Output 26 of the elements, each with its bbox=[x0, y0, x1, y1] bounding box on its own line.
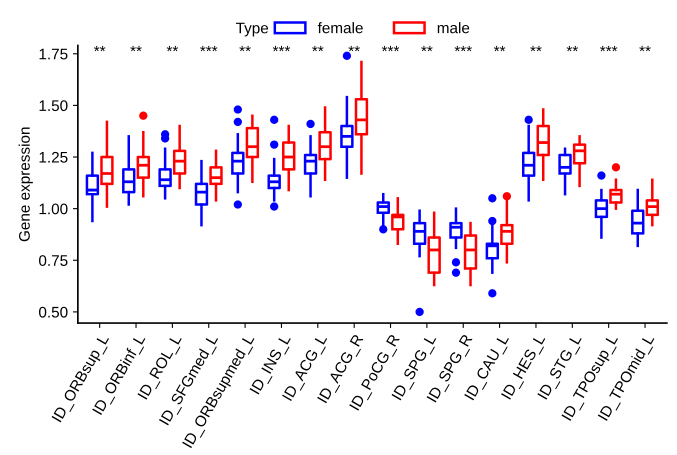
annotation: ** bbox=[94, 46, 106, 52]
annotation: ** bbox=[530, 46, 542, 52]
y-tick-label: 0.75 bbox=[39, 255, 68, 266]
legend-title: Type bbox=[236, 22, 268, 36]
annotation: ** bbox=[166, 46, 178, 52]
annotation: *** bbox=[272, 46, 290, 52]
legend-label: male bbox=[438, 22, 470, 34]
annotation: *** bbox=[382, 46, 400, 52]
annotation: *** bbox=[600, 46, 618, 52]
y-tick-label: 1.75 bbox=[40, 48, 68, 60]
annotation: *** bbox=[200, 46, 218, 52]
y-tick-label: 1.00 bbox=[40, 204, 68, 214]
y-axis-title: Gene expression bbox=[18, 128, 33, 242]
y-tick-label: 0.50 bbox=[39, 306, 68, 318]
y-tick-label: 1.50 bbox=[40, 100, 68, 112]
annotation: ** bbox=[494, 46, 506, 52]
annotation: ** bbox=[421, 46, 433, 52]
legend-label: female bbox=[318, 22, 363, 34]
annotation: ** bbox=[312, 46, 324, 52]
annotation: ** bbox=[239, 46, 251, 52]
annotation: ** bbox=[639, 46, 651, 52]
annotation: ** bbox=[348, 46, 360, 52]
annotation: ** bbox=[130, 46, 142, 52]
annotation: ** bbox=[566, 46, 578, 52]
y-tick-label: 1.25 bbox=[40, 152, 68, 163]
annotation: *** bbox=[454, 46, 472, 52]
